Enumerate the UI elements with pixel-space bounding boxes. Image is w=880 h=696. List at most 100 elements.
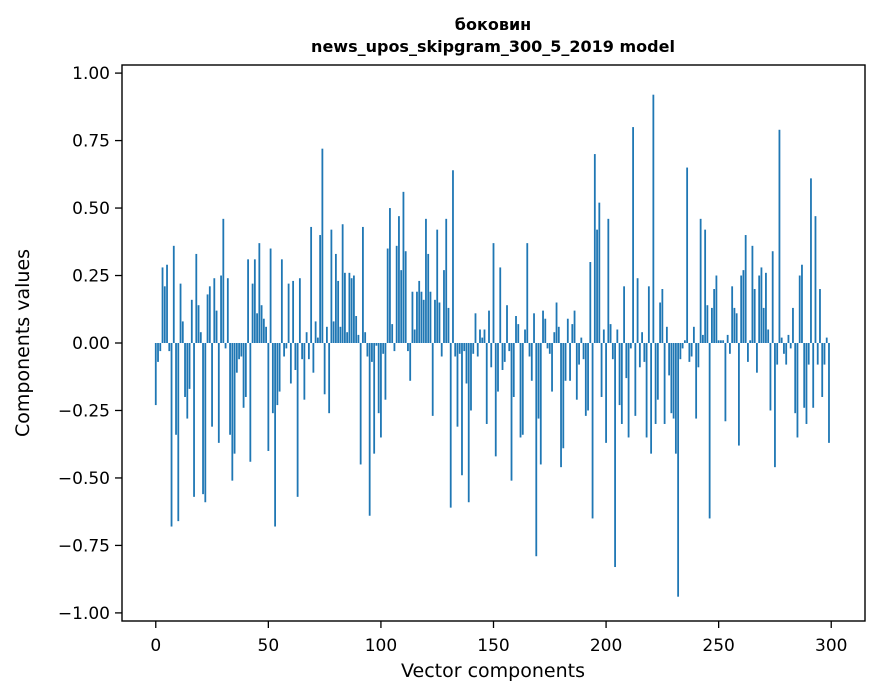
bar xyxy=(614,343,616,568)
bar xyxy=(659,302,662,343)
bar xyxy=(280,259,283,343)
bar xyxy=(461,343,463,476)
bar xyxy=(346,332,349,343)
bar xyxy=(161,267,164,343)
x-tick-label: 0 xyxy=(150,636,161,656)
bar xyxy=(366,343,369,357)
bar xyxy=(537,343,540,419)
bar xyxy=(316,337,319,343)
bar xyxy=(253,259,256,343)
bar xyxy=(256,313,258,343)
bar xyxy=(307,343,310,360)
bar xyxy=(580,337,583,343)
bar xyxy=(289,343,292,384)
bar xyxy=(213,278,216,343)
bar xyxy=(274,343,276,527)
bar xyxy=(692,326,695,343)
bar xyxy=(805,343,808,424)
bar xyxy=(810,178,812,343)
bar xyxy=(224,343,227,349)
bar xyxy=(623,286,625,343)
bar xyxy=(647,286,650,343)
y-tick-label: −0.75 xyxy=(58,536,110,556)
bar xyxy=(220,275,222,343)
bar xyxy=(758,275,761,343)
bar xyxy=(211,343,213,427)
bar xyxy=(208,286,211,343)
bar xyxy=(663,343,666,424)
x-tick-label: 200 xyxy=(590,636,622,656)
bar xyxy=(819,289,821,343)
bar xyxy=(609,324,612,343)
y-tick-label: 1.00 xyxy=(72,64,110,84)
bar xyxy=(179,283,182,343)
bar xyxy=(449,343,452,508)
bar xyxy=(715,275,718,343)
bar xyxy=(690,343,693,357)
bar xyxy=(357,334,360,343)
bar xyxy=(582,343,585,360)
bar xyxy=(607,218,610,343)
bar xyxy=(409,343,412,381)
bar xyxy=(589,262,592,343)
bar xyxy=(330,229,333,343)
bar xyxy=(789,343,792,349)
bar xyxy=(267,343,270,451)
bar xyxy=(445,218,448,343)
bar xyxy=(425,218,427,343)
bar xyxy=(701,334,704,343)
bar xyxy=(429,291,432,343)
bar xyxy=(740,275,743,343)
bar xyxy=(436,229,439,343)
bar xyxy=(470,343,472,411)
bar xyxy=(724,343,727,422)
bar xyxy=(765,272,767,343)
bar xyxy=(602,329,605,343)
bar xyxy=(584,343,587,416)
bar xyxy=(193,343,195,497)
bar xyxy=(519,343,522,438)
bar xyxy=(175,343,177,435)
bar xyxy=(456,343,459,427)
bar xyxy=(571,324,574,343)
bar xyxy=(756,343,758,373)
bar xyxy=(717,340,720,343)
bar xyxy=(438,302,441,343)
bar xyxy=(427,253,430,343)
bar xyxy=(483,329,486,343)
bar xyxy=(314,321,317,343)
bar xyxy=(199,332,202,343)
bar xyxy=(443,270,445,343)
bar xyxy=(364,332,367,343)
bar xyxy=(206,294,209,343)
bar xyxy=(600,343,603,397)
bar xyxy=(485,343,488,424)
bar xyxy=(348,272,351,343)
bar xyxy=(249,343,252,462)
bar xyxy=(711,307,713,343)
bar xyxy=(661,289,664,343)
bar xyxy=(796,343,799,438)
bar xyxy=(555,302,558,343)
bar xyxy=(238,343,240,360)
bar xyxy=(560,343,562,468)
bar xyxy=(672,343,675,419)
bar xyxy=(587,343,589,411)
bar xyxy=(334,253,337,343)
bar xyxy=(551,343,553,392)
bar xyxy=(271,343,274,414)
bar xyxy=(278,343,281,392)
bar xyxy=(731,286,734,343)
bar xyxy=(776,343,779,365)
bar xyxy=(159,343,162,352)
bar xyxy=(492,243,495,343)
bar xyxy=(611,343,614,360)
bar xyxy=(465,343,468,384)
bar xyxy=(515,316,517,343)
bar xyxy=(231,343,234,481)
bar xyxy=(344,272,346,343)
bar xyxy=(404,251,407,343)
bar xyxy=(481,337,484,343)
bar xyxy=(641,332,643,343)
